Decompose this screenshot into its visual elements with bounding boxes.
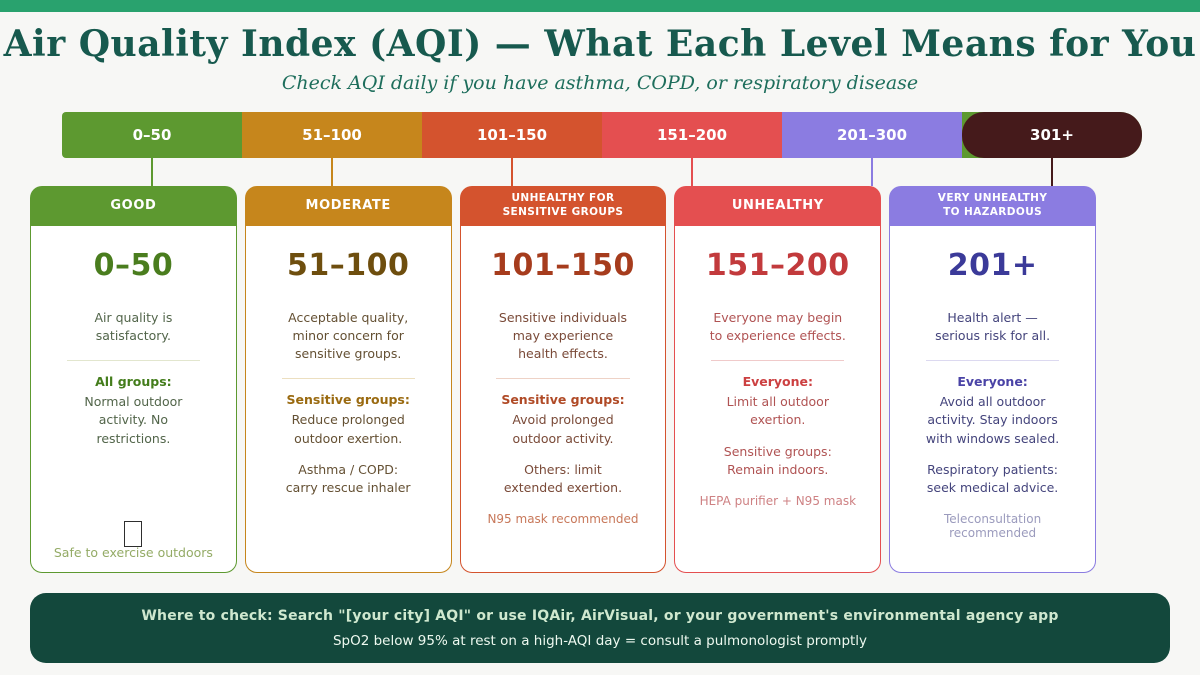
- card-advice: Normal outdoor activity. No restrictions…: [84, 394, 183, 446]
- aqi-card-moderate: MODERATE 51–100 Acceptable quality, mino…: [244, 186, 452, 573]
- card-range: 101–150: [491, 248, 635, 283]
- card-range: 151–200: [705, 248, 850, 283]
- card-note: N95 mask recommended: [487, 511, 639, 526]
- card-body: 151–200 Everyone may begin to experience…: [674, 226, 882, 573]
- aqi-card-unhealthy: UNHEALTHY 151–200 Everyone may begin to …: [674, 186, 882, 573]
- card-level-badge: MODERATE: [244, 186, 452, 226]
- card-level-badge: GOOD: [30, 186, 237, 226]
- scale-connector: [691, 158, 693, 186]
- card-summary: Air quality is satisfactory.: [94, 310, 173, 344]
- card-advice-label: Everyone:: [957, 374, 1028, 390]
- card-range: 201+: [947, 248, 1038, 283]
- scale-connector: [511, 158, 513, 186]
- scale-segment-label: 151–200: [656, 126, 728, 144]
- scale-connector: [151, 158, 153, 186]
- card-extra-advice: Sensitive groups: Remain indoors.: [723, 443, 832, 477]
- scale-connector: [1051, 158, 1053, 186]
- card-note: Teleconsultation recommended: [944, 511, 1042, 540]
- card-range: 0–50: [93, 248, 174, 283]
- card-summary: Sensitive individuals may experience hea…: [498, 310, 628, 362]
- card-footer: Safe to exercise outdoors: [54, 521, 213, 560]
- card-level-badge: VERY UNHEALTHY TO HAZARDOUS: [889, 186, 1096, 226]
- scale-connector: [331, 158, 333, 186]
- scale-segment-very-unhealthy: 201–300: [782, 112, 962, 158]
- scale-segment-good: 0–50: [62, 112, 242, 158]
- card-divider: [66, 360, 200, 362]
- card-advice: Limit all outdoor exertion.: [726, 394, 829, 428]
- scale-segment-label: 101–150: [476, 126, 548, 144]
- scale-segment-moderate: 51–100: [242, 112, 422, 158]
- card-note: HEPA purifier + N95 mask: [699, 493, 857, 508]
- footer-primary-text: Where to check: Search "[your city] AQI"…: [141, 607, 1059, 624]
- card-level-badge: UNHEALTHY FOR SENSITIVE GROUPS: [459, 186, 667, 226]
- card-body: 51–100 Acceptable quality, minor concern…: [244, 226, 452, 573]
- card-advice: Avoid all outdoor activity. Stay indoors…: [925, 394, 1060, 446]
- card-summary: Acceptable quality, minor concern for se…: [288, 310, 409, 362]
- top-accent-bar: [0, 0, 1200, 12]
- card-divider: [711, 360, 845, 362]
- scale-connector: [871, 158, 873, 186]
- card-divider: [926, 360, 1060, 362]
- card-advice-label: Sensitive groups:: [501, 392, 625, 408]
- scale-segment-usg: 101–150: [422, 112, 602, 158]
- aqi-card-unhealthy-sensitive: UNHEALTHY FOR SENSITIVE GROUPS 101–150 S…: [459, 186, 667, 573]
- card-advice: Avoid prolonged outdoor activity.: [512, 412, 614, 446]
- page-subtitle: Check AQI daily if you have asthma, COPD…: [281, 72, 919, 94]
- footer-secondary-text: SpO2 below 95% at rest on a high-AQI day…: [332, 632, 868, 649]
- card-advice: Reduce prolonged outdoor exertion.: [291, 412, 405, 446]
- card-body: 0–50 Air quality is satisfactory. All gr…: [30, 226, 237, 573]
- scale-segment-hazardous: 301+: [962, 112, 1142, 158]
- scale-segment-label: 301+: [1030, 126, 1074, 144]
- aqi-card-good: GOOD 0–50 Air quality is satisfactory. A…: [30, 186, 237, 573]
- aqi-card-very-unhealthy: VERY UNHEALTHY TO HAZARDOUS 201+ Health …: [889, 186, 1096, 573]
- card-advice-label: Everyone:: [742, 374, 814, 390]
- card-footer-note: Safe to exercise outdoors: [53, 545, 213, 560]
- card-advice-label: Sensitive groups:: [286, 392, 410, 408]
- card-level-badge: UNHEALTHY: [674, 186, 882, 226]
- missing-emoji-glyph: [124, 521, 143, 547]
- card-extra-advice: Asthma / COPD: carry rescue inhaler: [285, 461, 411, 495]
- card-range: 51–100: [287, 248, 410, 283]
- scale-segment-label: 0–50: [132, 126, 172, 144]
- scale-segment-label: 201–300: [836, 126, 908, 144]
- card-body: 101–150 Sensitive individuals may experi…: [459, 226, 667, 573]
- scale-segment-unhealthy: 151–200: [602, 112, 782, 158]
- card-extra-advice: Respiratory patients: seek medical advic…: [926, 461, 1059, 495]
- scale-segment-label: 51–100: [302, 126, 362, 144]
- card-divider: [496, 378, 630, 380]
- scale-segment-hazardous-backdrop: 301+: [962, 112, 1142, 158]
- aqi-scale-bar: 0–50 51–100 101–150 151–200 201–300 301+: [62, 112, 1142, 158]
- card-extra-advice: Others: limit extended exertion.: [503, 461, 623, 495]
- card-advice-label: All groups:: [95, 374, 172, 390]
- page-title: Air Quality Index (AQI) — What Each Leve…: [3, 23, 1197, 65]
- card-summary: Health alert — serious risk for all.: [935, 310, 1051, 344]
- footer-banner: Where to check: Search "[your city] AQI"…: [30, 593, 1170, 663]
- aqi-cards-row: GOOD 0–50 Air quality is satisfactory. A…: [30, 186, 1096, 573]
- card-divider: [281, 378, 415, 380]
- card-body: 201+ Health alert — serious risk for all…: [889, 226, 1096, 573]
- card-summary: Everyone may begin to experience effects…: [709, 310, 846, 344]
